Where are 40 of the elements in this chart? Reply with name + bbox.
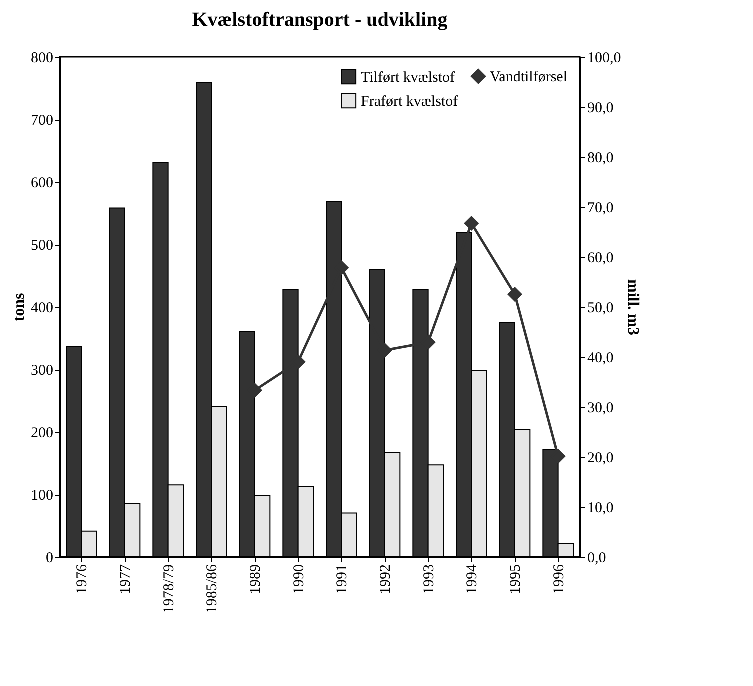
legend-label: Tilført kvælstof xyxy=(361,70,456,86)
x-tick-label: 1990 xyxy=(291,564,308,594)
legend-label: Vandtilførsel xyxy=(490,70,568,86)
y2-tick-label: 60,0 xyxy=(588,250,614,266)
y-tick-label: 100 xyxy=(31,488,54,504)
x-tick-label: 1976 xyxy=(74,564,91,594)
y2-tick-label: 10,0 xyxy=(588,500,614,516)
point xyxy=(508,287,522,302)
x-tick-label: 1993 xyxy=(421,564,438,594)
chart-title: Kvælstoftransport - udvikling xyxy=(192,9,448,31)
x-tick-label: 1992 xyxy=(378,564,394,594)
y2-tick-label: 80,0 xyxy=(588,150,614,166)
y-tick-label: 0 xyxy=(46,550,54,566)
y-tick-label: 400 xyxy=(31,300,54,316)
legend-label: Fraført kvælstof xyxy=(361,94,458,110)
y-tick-label: 700 xyxy=(31,113,54,129)
x-tick-label: 1994 xyxy=(464,564,481,594)
x-tick-label: 1978/79 xyxy=(161,564,178,614)
y2-tick-label: 30,0 xyxy=(588,400,614,416)
y-tick-label: 300 xyxy=(31,363,54,379)
x-tick-label: 1985/86 xyxy=(204,564,221,614)
y-tick-label: 500 xyxy=(31,238,54,254)
x-tick-label: 1989 xyxy=(248,564,264,594)
x-tick-label: 1991 xyxy=(334,564,351,594)
y2-tick-label: 40,0 xyxy=(588,350,614,366)
y2-tick-label: 50,0 xyxy=(588,300,614,316)
y2-tick-label: 70,0 xyxy=(588,200,614,216)
y-tick-label: 600 xyxy=(31,176,54,192)
y2-axis-title: mill. m3 xyxy=(624,280,642,336)
x-tick-label: 1996 xyxy=(551,564,568,594)
y2-tick-label: 100,0 xyxy=(588,50,622,66)
y2-tick-label: 20,0 xyxy=(588,450,614,466)
x-tick-label: 1977 xyxy=(118,564,134,594)
y-axis-title: tons xyxy=(11,293,28,322)
y2-tick-label: 0,0 xyxy=(588,550,606,566)
point xyxy=(464,216,479,231)
y-tick-label: 800 xyxy=(31,50,54,66)
y2-tick-label: 90,0 xyxy=(588,100,614,116)
x-tick-label: 1995 xyxy=(508,564,524,594)
y-tick-label: 200 xyxy=(31,426,54,442)
